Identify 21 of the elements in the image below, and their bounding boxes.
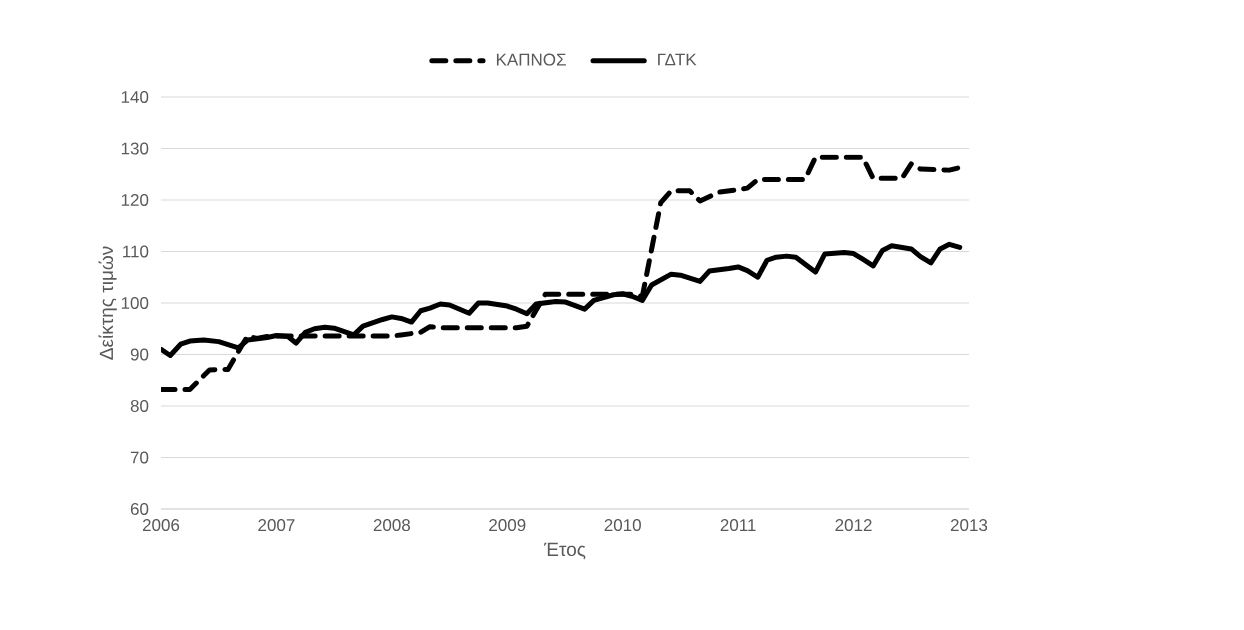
y-tick-label: 130 [121,142,149,155]
x-tick-label: 2011 [720,519,756,532]
x-tick-label: 2012 [835,519,872,532]
y-tick-label: 60 [130,502,149,515]
x-tick-label: 2010 [604,519,641,532]
y-tick-label: 100 [121,296,149,309]
x-tick-label: 2013 [950,519,988,532]
y-tick-label: 80 [130,399,149,412]
legend-label: ΚΑΠΝΟΣ [496,53,566,66]
y-tick-label: 70 [130,451,149,464]
y-tick-label: 90 [130,348,149,361]
y-tick-label: 110 [123,245,149,258]
y-tick-label: 140 [121,90,149,104]
x-tick-label: 2009 [489,519,526,532]
x-tick-label: 2006 [142,519,180,532]
x-tick-label: 2008 [373,519,411,532]
legend-label: ΓΔΤΚ [658,53,697,66]
y-axis-title: Δείκτης τιμών [98,246,117,360]
y-tick-label: 120 [121,193,149,206]
x-tick-label: 2007 [258,519,295,532]
x-axis-title: Έτος [543,542,586,560]
